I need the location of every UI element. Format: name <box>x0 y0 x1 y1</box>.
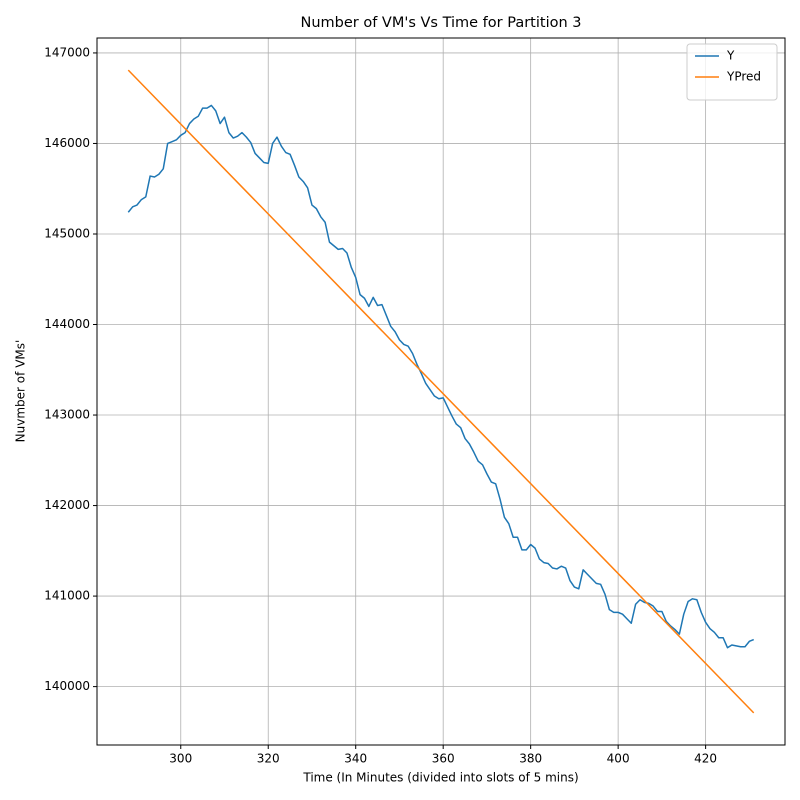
y-tick-label: 143000 <box>44 408 90 422</box>
y-tick-label: 147000 <box>44 45 90 59</box>
y-tick-label: 146000 <box>44 136 90 150</box>
chart-title: Number of VM's Vs Time for Partition 3 <box>300 15 581 31</box>
x-tick-label: 380 <box>519 752 542 766</box>
y-tick-label: 144000 <box>44 317 90 331</box>
legend: Y YPred <box>686 43 778 101</box>
x-tick-label: 340 <box>344 752 367 766</box>
legend-label: YPred <box>726 70 761 84</box>
data-line <box>127 69 755 714</box>
x-tick-label: 420 <box>694 752 717 766</box>
y-axis-label: Nuvmber of VMs' <box>14 340 28 443</box>
y-tick-label: 142000 <box>44 498 90 512</box>
axes-frame <box>96 37 786 746</box>
y-tick-label: 145000 <box>44 226 90 240</box>
x-tick-label: 320 <box>257 752 280 766</box>
plot-area <box>127 69 755 714</box>
y-tick-label: 141000 <box>44 589 90 603</box>
y-tick-label: 140000 <box>44 679 90 693</box>
x-tick-label: 400 <box>607 752 630 766</box>
ticks: 300 320 340 360 380 400 420 140000 141000 142000 1… <box>44 45 717 765</box>
x-tick-label: 360 <box>432 752 455 766</box>
data-line <box>127 104 755 649</box>
x-axis-label: Time (In Minutes (divided into slots of … <box>302 771 578 785</box>
x-tick-label: 300 <box>169 752 192 766</box>
grid <box>97 38 785 745</box>
legend-box <box>686 43 778 101</box>
legend-label: Y <box>726 49 735 63</box>
